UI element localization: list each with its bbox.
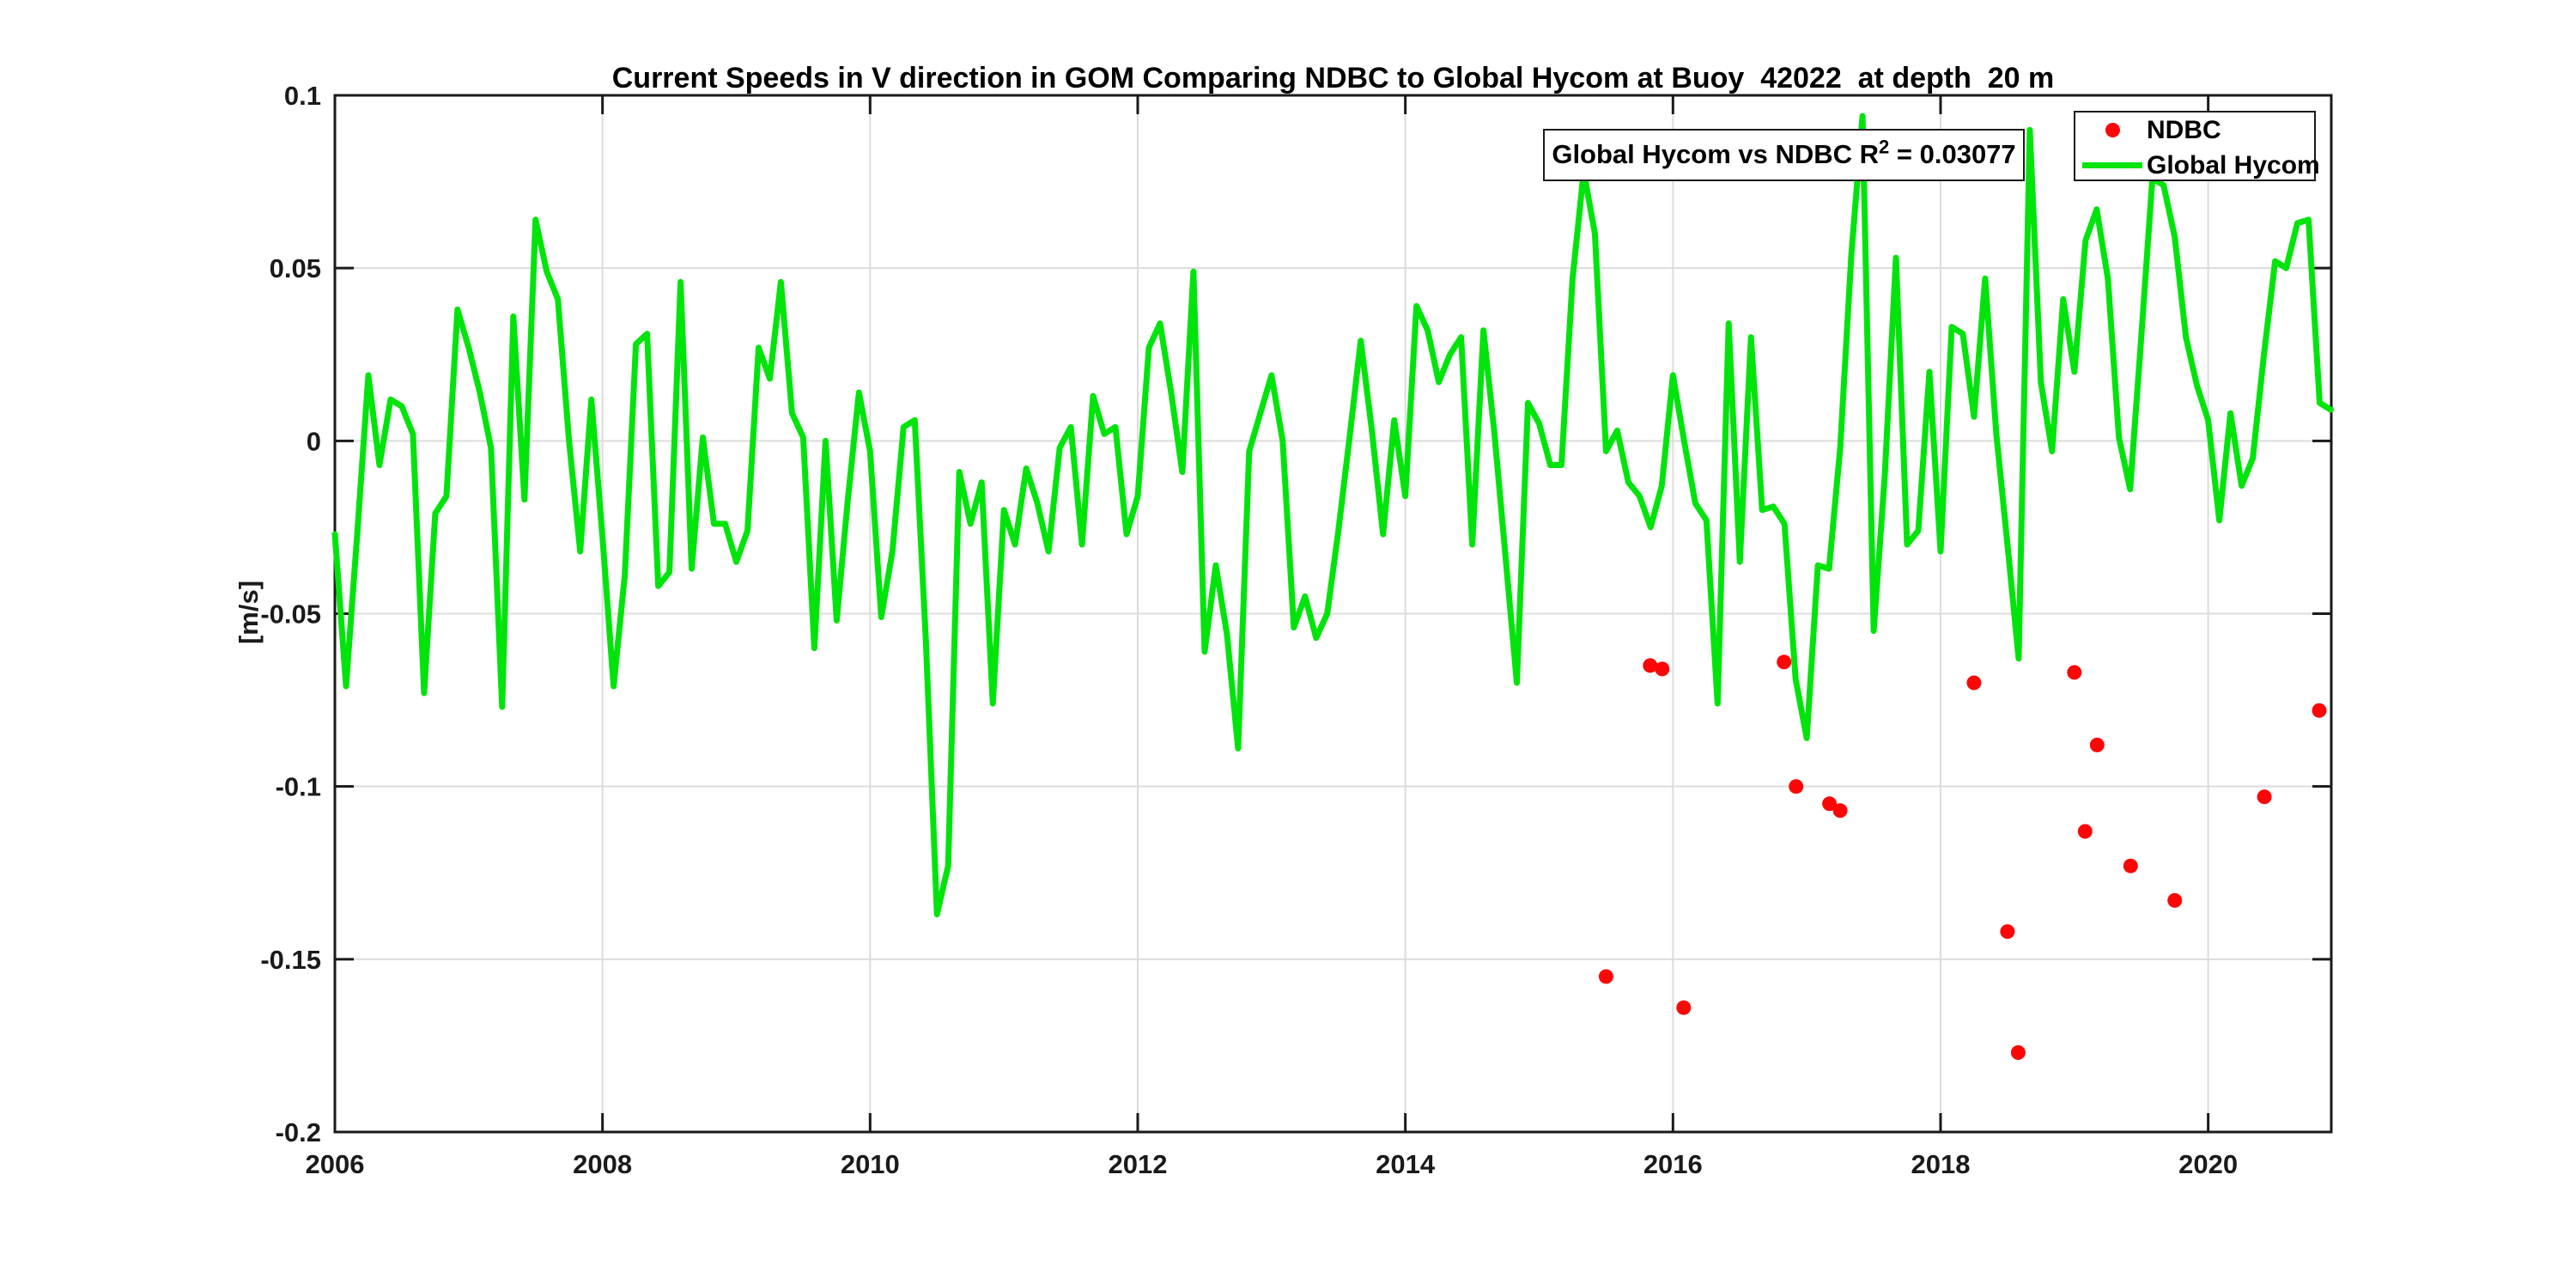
annotation-suffix: = 0.03077 — [1889, 139, 2016, 169]
ndbc-data-point — [2067, 665, 2082, 680]
ndbc-data-point — [2000, 924, 2015, 940]
ndbc-data-point — [1966, 675, 1982, 691]
y-tick-label: 0.05 — [270, 253, 321, 283]
y-tick-label: 0.1 — [284, 81, 321, 111]
r-squared-annotation: Global Hycom vs NDBC R2 = 0.03077 — [1543, 129, 2025, 181]
x-tick-label: 2010 — [841, 1149, 900, 1179]
chart-title: Current Speeds in V direction in GOM Com… — [611, 62, 2055, 94]
ndbc-data-point — [1789, 779, 1804, 794]
y-tick-label: -0.05 — [260, 599, 321, 630]
x-tick-label: 2016 — [1643, 1149, 1703, 1179]
ndbc-data-point — [2312, 703, 2327, 718]
y-tick-label: -0.2 — [276, 1117, 321, 1147]
x-tick-label: 2006 — [306, 1149, 365, 1179]
global-hycom-marker-icon — [2082, 162, 2142, 168]
legend-label-ndbc: NDBC — [2147, 116, 2221, 144]
x-tick-label: 2014 — [1376, 1149, 1436, 1179]
annotation-prefix: Global Hycom vs NDBC R — [1552, 139, 1880, 169]
legend-item-ndbc: NDBC — [2075, 113, 2314, 148]
ndbc-data-point — [1598, 969, 1613, 984]
ndbc-data-point — [1643, 658, 1658, 673]
ndbc-data-point — [1777, 654, 1792, 670]
x-tick-label: 2012 — [1109, 1149, 1168, 1179]
ndbc-data-point — [1822, 796, 1838, 812]
legend-label-global-hycom: Global Hycom — [2147, 151, 2320, 180]
global-hycom-line — [331, 113, 2334, 917]
ndbc-data-point — [2123, 858, 2138, 873]
x-tick-label: 2018 — [1911, 1149, 1970, 1179]
y-tick-label: -0.1 — [276, 772, 321, 802]
axes-box — [333, 94, 2333, 1134]
legend-item-global-hycom: Global Hycom — [2075, 148, 2320, 183]
x-tick-label: 2020 — [2178, 1149, 2238, 1179]
ndbc-data-point — [2167, 892, 2183, 908]
ndbc-data-point — [2077, 824, 2093, 839]
y-tick-label: 0 — [307, 426, 321, 456]
ndbc-data-point — [1676, 1000, 1692, 1015]
ndbc-data-point — [2257, 789, 2272, 805]
annotation-superscript: 2 — [1879, 136, 1890, 158]
ndbc-data-point — [2089, 737, 2105, 752]
ndbc-data-point — [1655, 661, 1670, 677]
x-tick-label: 2008 — [573, 1149, 632, 1179]
y-tick-label: -0.15 — [260, 945, 321, 975]
ndbc-marker-icon — [2105, 123, 2120, 137]
ndbc-data-point — [2010, 1045, 2026, 1060]
ndbc-data-point — [1832, 803, 1848, 819]
legend: NDBC Global Hycom — [2074, 111, 2320, 183]
